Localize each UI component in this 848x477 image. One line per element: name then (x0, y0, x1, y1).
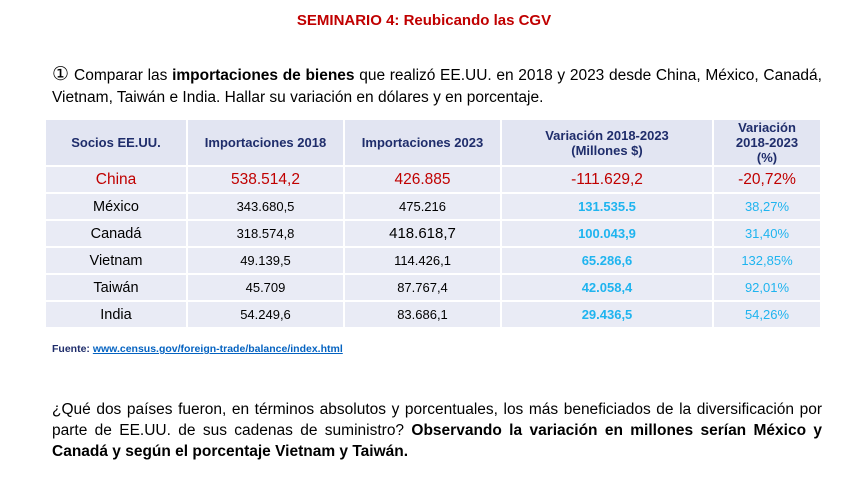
imports-2023-cell: 475.216 (343, 192, 502, 221)
source-label: Fuente: (52, 343, 93, 355)
imports-2018-cell: 45.709 (186, 273, 345, 302)
variation-percent-cell: 38,27% (712, 192, 822, 221)
header-2023: Importaciones 2023 (343, 118, 502, 167)
imports-2018-cell: 49.139,5 (186, 246, 345, 275)
imports-2023-cell: 83.686,1 (343, 300, 502, 329)
country-cell: China (44, 165, 188, 194)
table-row: Canadá 318.574,8 418.618,7 100.043,9 31,40% (44, 219, 822, 248)
variation-percent-cell: 92,01% (712, 273, 822, 302)
header-socios: Socios EE.UU. (44, 118, 188, 167)
country-cell: Vietnam (44, 246, 188, 275)
imports-2023-cell: 87.767,4 (343, 273, 502, 302)
intro-paragraph: ① Comparar las importaciones de bienes q… (52, 64, 822, 109)
table-row: China 538.514,2 426.885 -111.629,2 -20,72% (44, 165, 822, 194)
imports-2018-cell: 54.249,6 (186, 300, 345, 329)
imports-2023-cell: 114.426,1 (343, 246, 502, 275)
answer-text: Observando la variación en millones serí… (52, 422, 822, 460)
intro-text-end: que realizó EE.UU. en 2018 y 2023 desde … (52, 67, 822, 106)
variation-millions-cell: 42.058,4 (500, 273, 714, 302)
imports-2023-cell: 426.885 (343, 165, 502, 194)
question-text: ¿Qué dos países fueron, en términos abso… (52, 401, 822, 439)
variation-millions-cell: 65.286,6 (500, 246, 714, 275)
variation-millions-cell: 100.043,9 (500, 219, 714, 248)
question-paragraph: ¿Qué dos países fueron, en términos abso… (52, 399, 822, 462)
source-link[interactable]: www.census.gov/foreign-trade/balance/ind… (92, 343, 343, 355)
imports-2023-cell: 418.618,7 (343, 219, 502, 248)
imports-table: Socios EE.UU. Importaciones 2018 Importa… (44, 118, 822, 329)
source-note: Fuente: www.census.gov/foreign-trade/bal… (52, 343, 343, 355)
header-variation-millions: Variación 2018-2023 (Millones $) (500, 118, 714, 167)
table-row: India 54.249,6 83.686,1 29.436,5 54,26% (44, 300, 822, 329)
table-header-row: Socios EE.UU. Importaciones 2018 Importa… (44, 118, 822, 167)
item-number: ① (52, 64, 70, 85)
country-cell: Taiwán (44, 273, 188, 302)
intro-bold: importaciones de bienes (172, 67, 355, 84)
imports-2018-cell: 343.680,5 (186, 192, 345, 221)
country-cell: Canadá (44, 219, 188, 248)
header-2018: Importaciones 2018 (186, 118, 345, 167)
table-row: México 343.680,5 475.216 131.535.5 38,27% (44, 192, 822, 221)
variation-percent-cell: 132,85% (712, 246, 822, 275)
header-variation-percent: Variación 2018-2023 (%) (712, 118, 822, 167)
imports-2018-cell: 318.574,8 (186, 219, 345, 248)
table-row: Vietnam 49.139,5 114.426,1 65.286,6 132,85% (44, 246, 822, 275)
intro-text: Comparar las (69, 67, 173, 84)
country-cell: India (44, 300, 188, 329)
table-row: Taiwán 45.709 87.767,4 42.058,4 92,01% (44, 273, 822, 302)
variation-percent-cell: 31,40% (712, 219, 822, 248)
variation-percent-cell: 54,26% (712, 300, 822, 329)
imports-2018-cell: 538.514,2 (186, 165, 345, 194)
variation-percent-cell: -20,72% (712, 165, 822, 194)
country-cell: México (44, 192, 188, 221)
slide-title: SEMINARIO 4: Reubicando las CGV (296, 12, 552, 29)
variation-millions-cell: 29.436,5 (500, 300, 714, 329)
variation-millions-cell: -111.629,2 (500, 165, 714, 194)
variation-millions-cell: 131.535.5 (500, 192, 714, 221)
